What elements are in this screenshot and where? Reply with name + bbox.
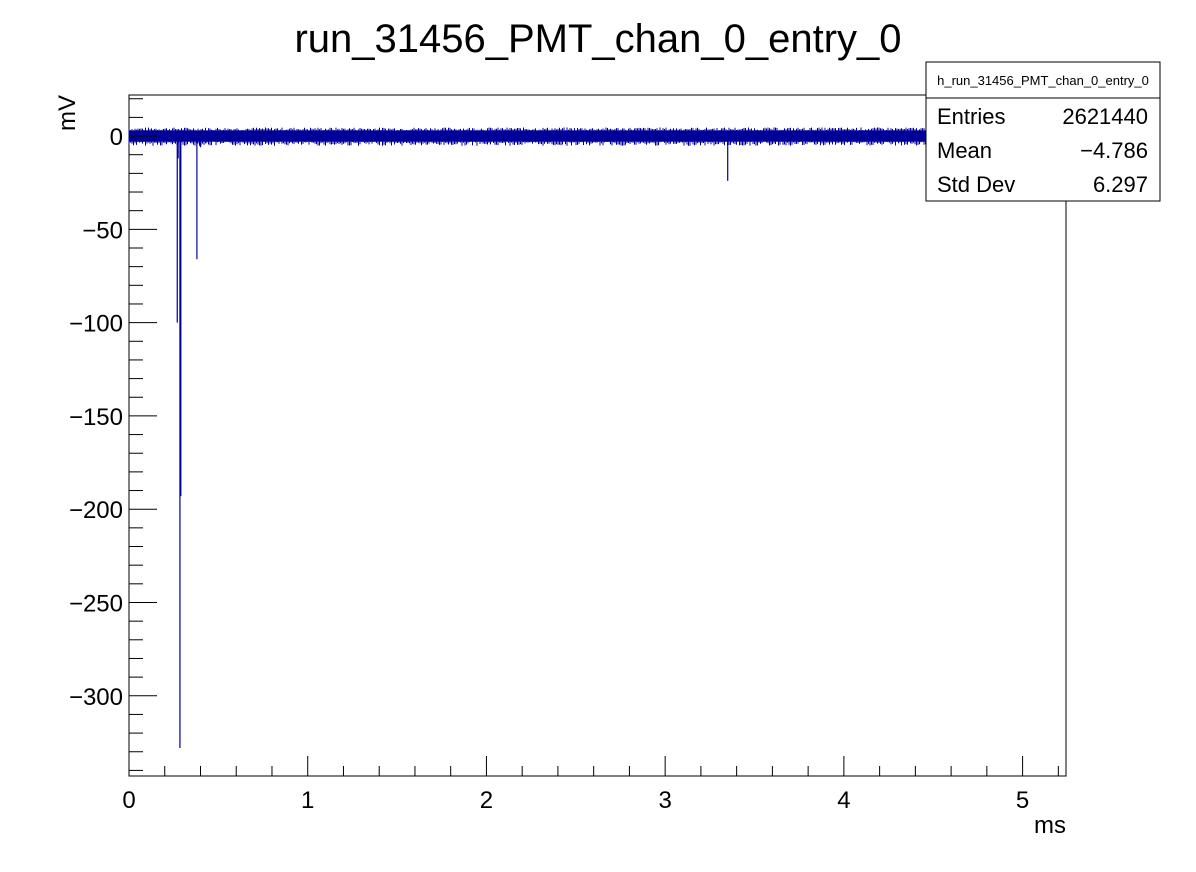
y-tick-label: −100 — [69, 311, 123, 338]
stats-stddev-value: 6.297 — [1093, 172, 1148, 197]
plot-frame — [128, 94, 1067, 777]
x-axis: 0 1 2 3 4 5 — [122, 756, 1059, 814]
stats-box-frame — [925, 61, 1161, 202]
x-tick-label: 0 — [122, 787, 135, 814]
stats-mean-label: Mean — [937, 138, 992, 163]
waveform-trace — [128, 127, 1066, 749]
x-tick-label: 4 — [837, 787, 850, 814]
x-axis-label: ms — [1034, 812, 1066, 839]
stats-box: h_run_31456_PMT_chan_0_entry_0 Entries 2… — [925, 61, 1161, 202]
stats-box-name: h_run_31456_PMT_chan_0_entry_0 — [937, 73, 1149, 88]
x-tick-label: 2 — [480, 787, 493, 814]
x-tick-label: 1 — [301, 787, 314, 814]
chart-title: run_31456_PMT_chan_0_entry_0 — [294, 17, 901, 61]
stats-entries-value: 2621440 — [1062, 104, 1148, 129]
stats-mean-value: −4.786 — [1080, 138, 1148, 163]
stats-entries-label: Entries — [937, 104, 1005, 129]
y-tick-label: −50 — [82, 217, 123, 244]
y-tick-label: −250 — [69, 590, 123, 617]
y-tick-label: −150 — [69, 404, 123, 431]
x-tick-label: 5 — [1016, 787, 1029, 814]
y-axis: 0 −50 −100 −150 −200 −250 −300 — [69, 98, 157, 771]
y-axis-label: mV — [54, 95, 81, 131]
stats-stddev-label: Std Dev — [937, 172, 1015, 197]
x-tick-label: 3 — [658, 787, 671, 814]
y-tick-label: 0 — [110, 124, 123, 151]
y-tick-label: −300 — [69, 684, 123, 711]
y-tick-label: −200 — [69, 497, 123, 524]
plot-area — [128, 94, 1067, 777]
